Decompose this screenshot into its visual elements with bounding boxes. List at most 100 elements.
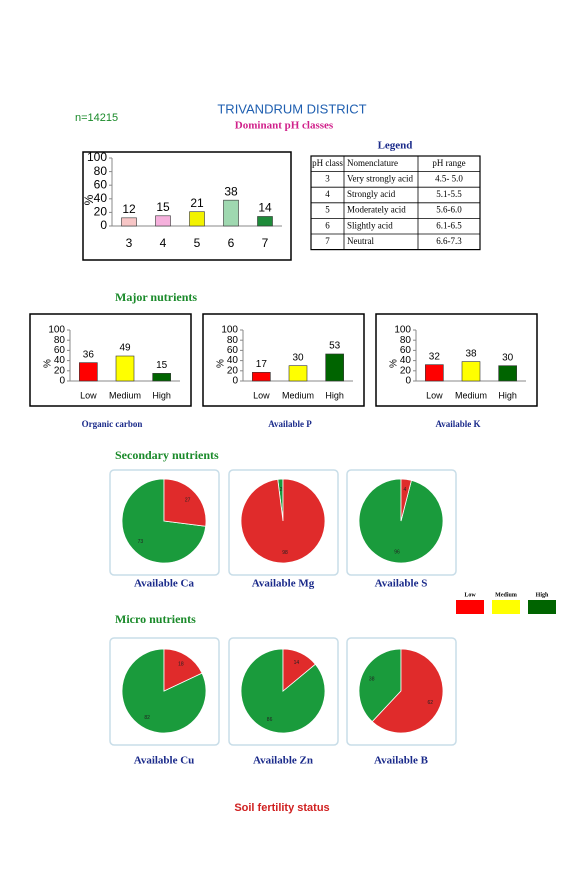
table-cell: Very strongly acid — [347, 173, 413, 183]
bar — [189, 211, 205, 227]
y-tick-label: 60 — [227, 345, 239, 356]
y-tick-label: 40 — [227, 355, 239, 366]
y-axis-label: % — [43, 359, 54, 368]
x-tick-label: 3 — [126, 236, 133, 250]
bar — [155, 215, 171, 227]
table-cell: 5.1-5.5 — [436, 189, 462, 199]
y-tick-label: 80 — [227, 335, 239, 346]
legend-label: High — [536, 592, 549, 598]
chart-caption: Available Ca — [134, 578, 194, 590]
x-tick-label: 6 — [228, 236, 235, 250]
footer: Soil fertility status — [234, 802, 329, 814]
x-tick-label: High — [152, 390, 171, 400]
x-tick-label: 4 — [160, 236, 167, 250]
chart-caption: Organic carbon — [82, 419, 143, 429]
x-tick-label: Low — [426, 390, 443, 400]
y-tick-label: 100 — [221, 325, 238, 336]
section-title: Secondary nutrients — [115, 448, 219, 462]
bar — [425, 364, 444, 382]
value-label: 82 — [144, 715, 150, 721]
chart-caption: Available Mg — [252, 578, 315, 590]
bar — [461, 361, 481, 382]
pie-slice — [371, 648, 444, 734]
chart-caption: Available P — [268, 419, 312, 429]
y-tick-label: 100 — [48, 325, 65, 336]
x-tick-label: Medium — [455, 390, 487, 400]
table-cell: Neutral — [347, 236, 374, 246]
bar — [257, 216, 273, 227]
y-tick-label: 40 — [94, 191, 108, 205]
table-cell: Strongly acid — [347, 189, 396, 199]
chart-caption: Available Cu — [134, 755, 195, 767]
y-tick-label: 60 — [400, 345, 412, 356]
value-label: 38 — [224, 184, 238, 198]
y-tick-label: 0 — [100, 218, 107, 232]
bar — [79, 362, 98, 382]
x-tick-label: High — [498, 390, 517, 400]
y-tick-label: 0 — [59, 376, 65, 387]
y-tick-label: 100 — [394, 325, 411, 336]
value-label: 36 — [83, 349, 95, 360]
y-tick-label: 20 — [54, 365, 66, 376]
value-label: 4 — [404, 487, 407, 493]
y-tick-label: 0 — [232, 376, 238, 387]
table-cell: 5.6-6.0 — [436, 205, 462, 215]
subtitle: Dominant pH classes — [235, 120, 334, 132]
value-label: 15 — [156, 360, 168, 371]
value-label: 53 — [329, 341, 341, 352]
y-axis-label: % — [389, 359, 400, 368]
legend-swatch — [492, 600, 520, 614]
x-tick-label: High — [325, 390, 344, 400]
table-cell: 5 — [325, 205, 330, 215]
legend-title: Legend — [378, 140, 413, 152]
y-axis-label: % — [82, 194, 96, 205]
table-cell: Nomenclature — [347, 158, 398, 168]
sample-count: n=14215 — [75, 112, 118, 124]
chart-frame — [375, 313, 538, 407]
table-cell: 6.1-6.5 — [436, 220, 462, 230]
table-cell: 3 — [325, 173, 330, 183]
section-title: Micro nutrients — [115, 612, 196, 626]
y-tick-label: 20 — [400, 365, 412, 376]
legend-swatch — [528, 600, 556, 614]
pie-slice — [240, 478, 326, 564]
pie-slice — [163, 648, 203, 692]
x-tick-label: Medium — [282, 390, 314, 400]
y-tick-label: 80 — [54, 335, 66, 346]
x-tick-label: Medium — [109, 390, 141, 400]
table-cell: 4 — [325, 189, 330, 199]
x-tick-label: Low — [253, 390, 270, 400]
value-label: 96 — [394, 550, 400, 556]
legend-swatch — [456, 600, 484, 614]
value-label: 98 — [282, 550, 288, 556]
value-label: 2 — [280, 487, 283, 493]
table-cell: Moderately acid — [347, 205, 406, 215]
bar — [115, 355, 135, 382]
chart-caption: Available S — [375, 578, 428, 590]
value-label: 15 — [156, 200, 170, 214]
value-label: 18 — [178, 662, 184, 668]
legend-label: Medium — [495, 592, 517, 598]
bar — [152, 373, 171, 382]
y-tick-label: 60 — [94, 177, 108, 191]
pie-slice — [400, 478, 412, 522]
x-tick-label: 7 — [262, 236, 269, 250]
value-label: 38 — [465, 348, 477, 359]
y-tick-label: 20 — [227, 365, 239, 376]
table-cell: pH class — [312, 158, 343, 168]
y-tick-label: 80 — [94, 164, 108, 178]
value-label: 86 — [267, 717, 273, 723]
table-cell: 7 — [325, 236, 330, 246]
table-cell: 4.5- 5.0 — [435, 173, 463, 183]
pie-slice — [358, 648, 402, 723]
value-label: 38 — [369, 677, 375, 683]
y-tick-label: 40 — [400, 355, 412, 366]
value-label: 12 — [122, 202, 136, 216]
y-tick-label: 60 — [54, 345, 66, 356]
value-label: 21 — [190, 196, 204, 210]
pie-slice — [163, 478, 207, 527]
bar — [498, 365, 517, 382]
bar — [325, 353, 344, 382]
bar — [288, 365, 308, 382]
